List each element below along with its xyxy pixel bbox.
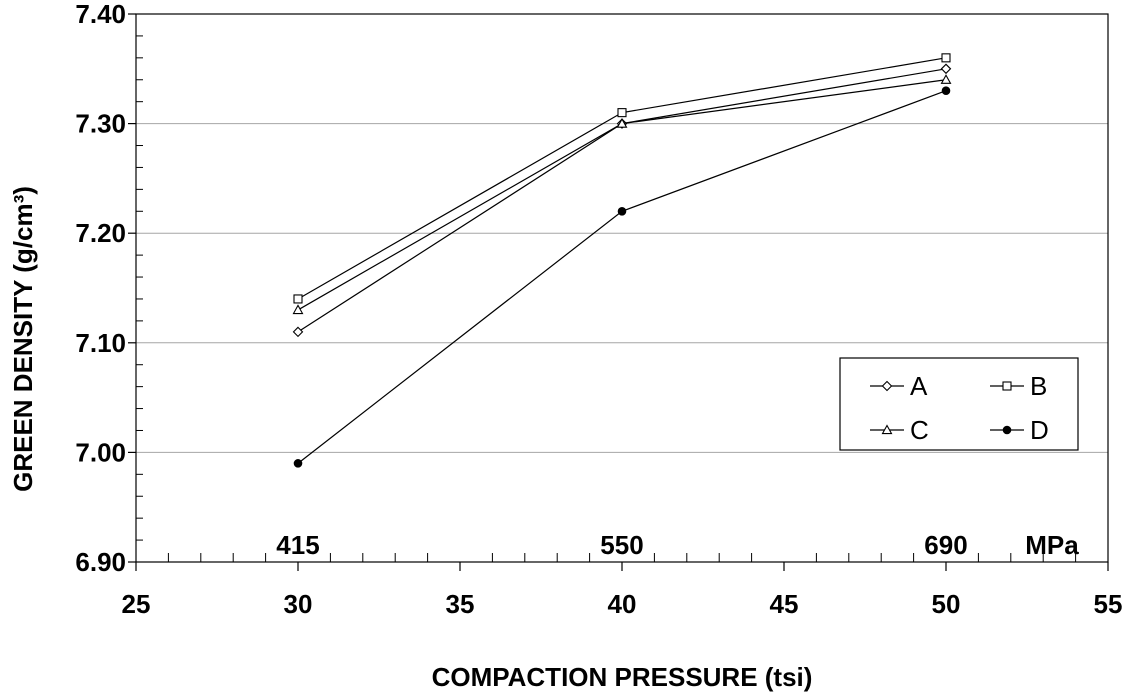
y-tick-label: 6.90 bbox=[75, 547, 126, 577]
legend-entry-d: D bbox=[990, 415, 1049, 445]
legend-label: C bbox=[910, 415, 929, 445]
mpa-tick-label: 415 bbox=[276, 530, 319, 560]
data-point bbox=[616, 117, 628, 128]
y-tick-label: 7.00 bbox=[75, 437, 126, 467]
legend-label: B bbox=[1030, 371, 1047, 401]
y-tick-label: 7.10 bbox=[75, 328, 126, 358]
x-axis-title: COMPACTION PRESSURE (tsi) bbox=[432, 662, 813, 692]
series-a bbox=[292, 63, 952, 338]
axes: 25 30 35 40 45 50 55 6.90 7.00 7.10 7.20 7.30 7.40 bbox=[75, 0, 1122, 619]
data-point bbox=[940, 74, 952, 84]
x-tick-label: 55 bbox=[1094, 589, 1123, 619]
series-group bbox=[292, 53, 952, 468]
mpa-tick-label: 550 bbox=[600, 530, 643, 560]
legend-marker bbox=[1002, 425, 1012, 435]
legend-marker bbox=[881, 424, 893, 435]
data-point bbox=[292, 326, 304, 338]
x-tick-label: 30 bbox=[284, 589, 313, 619]
legend-marker bbox=[881, 380, 893, 392]
plot-frame bbox=[135, 13, 1109, 563]
data-point bbox=[941, 53, 951, 63]
x-tick-label: 35 bbox=[446, 589, 475, 619]
mpa-tick-label: 690 bbox=[924, 530, 967, 560]
series-line bbox=[297, 57, 947, 300]
x-tick-label: 45 bbox=[770, 589, 799, 619]
data-point bbox=[941, 86, 951, 96]
mpa-axis-labels: 415 550 690 MPa bbox=[276, 530, 1079, 560]
data-point bbox=[293, 294, 303, 304]
legend-marker bbox=[1002, 381, 1012, 391]
mpa-unit-label: MPa bbox=[1025, 530, 1079, 560]
legend-entry-b: B bbox=[990, 371, 1047, 401]
data-point bbox=[617, 108, 627, 118]
data-point bbox=[940, 63, 952, 75]
y-tick-label: 7.30 bbox=[75, 109, 126, 139]
x-tick-label: 40 bbox=[608, 589, 637, 619]
data-point bbox=[293, 459, 303, 468]
legend: A B C D bbox=[839, 357, 1079, 451]
y-tick-label: 7.20 bbox=[75, 218, 126, 248]
legend-entry-a: A bbox=[870, 371, 928, 401]
y-axis-title: GREEN DENSITY (g/cm³) bbox=[8, 186, 38, 492]
legend-box bbox=[839, 357, 1079, 451]
legend-label: D bbox=[1030, 415, 1049, 445]
legend-entry-c: C bbox=[870, 415, 929, 445]
data-point bbox=[617, 206, 627, 216]
legend-label: A bbox=[910, 371, 928, 401]
x-tick-label: 25 bbox=[122, 589, 151, 619]
series-d bbox=[293, 86, 951, 468]
data-point bbox=[292, 304, 304, 315]
series-b bbox=[293, 53, 951, 304]
y-tick-label: 7.40 bbox=[75, 0, 126, 29]
series-c bbox=[292, 74, 952, 315]
x-tick-label: 50 bbox=[932, 589, 961, 619]
